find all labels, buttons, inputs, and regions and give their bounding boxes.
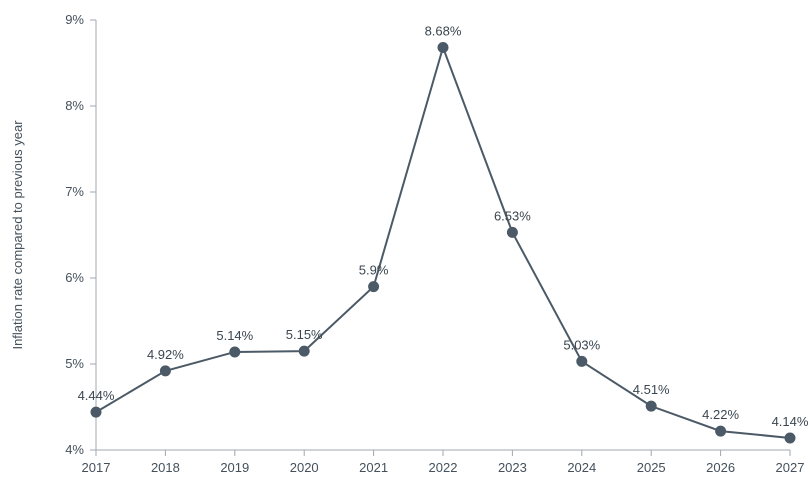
y-tick-label: 9%: [65, 12, 84, 27]
data-point-label: 5.9%: [359, 263, 389, 278]
data-point-label: 4.44%: [78, 388, 115, 403]
data-point: [646, 401, 656, 411]
x-tick-label: 2020: [290, 460, 319, 475]
data-point: [230, 347, 240, 357]
data-point: [716, 426, 726, 436]
x-tick-label: 2019: [220, 460, 249, 475]
inflation-line-chart: 4% 5% 6% 7% 8% 9% 2017 2018 2019 2020 2021 2022 2023…: [0, 0, 810, 501]
data-point-label: 5.03%: [563, 337, 600, 352]
x-tick-label: 2022: [429, 460, 458, 475]
data-point: [785, 433, 795, 443]
chart-background: [0, 0, 810, 501]
chart-svg: 4% 5% 6% 7% 8% 9% 2017 2018 2019 2020 2021 2022 2023…: [0, 0, 810, 501]
data-point-label: 5.14%: [216, 328, 253, 343]
x-tick-label: 2027: [776, 460, 805, 475]
data-point: [438, 43, 448, 53]
x-tick-label: 2018: [151, 460, 180, 475]
data-point-label: 4.22%: [702, 407, 739, 422]
data-point-label: 4.51%: [633, 382, 670, 397]
x-tick-label: 2026: [706, 460, 735, 475]
data-point: [507, 227, 517, 237]
y-tick-label: 7%: [65, 184, 84, 199]
x-tick-label: 2024: [567, 460, 596, 475]
data-point-label: 6.53%: [494, 208, 531, 223]
data-point: [160, 366, 170, 376]
data-point-label: 5.15%: [286, 327, 323, 342]
y-tick-label: 4%: [65, 442, 84, 457]
y-tick-label: 5%: [65, 356, 84, 371]
data-point: [91, 407, 101, 417]
data-point: [299, 346, 309, 356]
x-tick-label: 2023: [498, 460, 527, 475]
data-point: [369, 282, 379, 292]
y-tick-label: 8%: [65, 98, 84, 113]
y-tick-label: 6%: [65, 270, 84, 285]
data-point-label: 4.92%: [147, 347, 184, 362]
x-tick-label: 2025: [637, 460, 666, 475]
x-tick-label: 2021: [359, 460, 388, 475]
data-point-label: 8.68%: [425, 24, 462, 39]
y-axis-title: Inflation rate compared to previous year: [10, 120, 25, 350]
data-point-label: 4.14%: [772, 414, 809, 429]
data-point: [577, 356, 587, 366]
x-tick-label: 2017: [82, 460, 111, 475]
